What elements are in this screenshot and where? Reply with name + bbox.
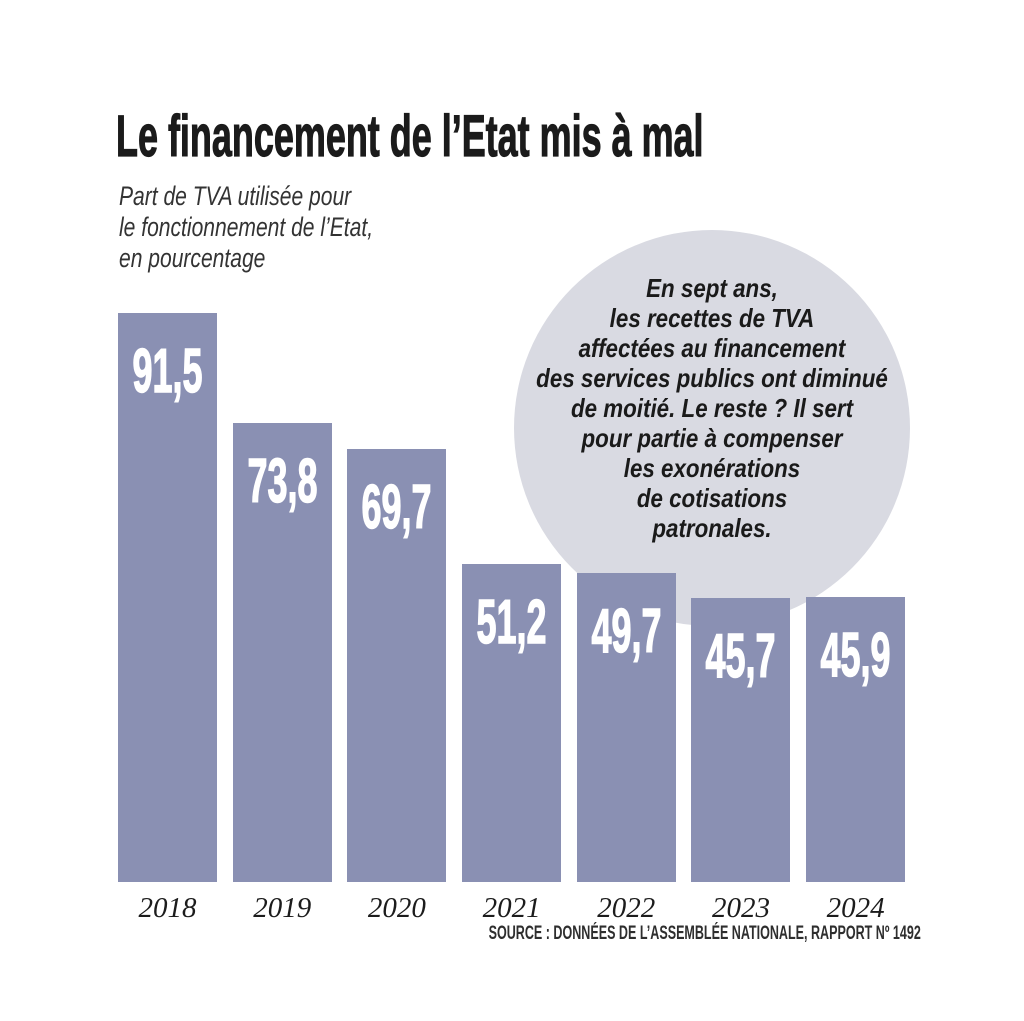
bar: 69,7 [347, 448, 447, 882]
bar-column: 45,9 2024 [806, 596, 906, 924]
chart-title: Le financement de l’Etat mis à mal [116, 103, 704, 169]
chart-subtitle: Part de TVA utilisée pour le fonctionnem… [119, 181, 374, 273]
x-axis-label: 2018 [138, 892, 197, 924]
bar-value-label: 69,7 [361, 472, 432, 543]
bar: 51,2 [462, 563, 562, 882]
annotation-bubble: En sept ans, les recettes de TVA affecté… [514, 230, 910, 626]
bar-column: 45,7 2023 [691, 597, 791, 924]
bar-column: 73,8 2019 [232, 423, 332, 924]
bar-column: 49,7 2022 [576, 572, 676, 924]
x-axis-label: 2022 [597, 892, 656, 924]
bar-chart: 91,5 2018 73,8 2019 69,7 2020 51,2 2021 49,7 2022… [118, 313, 906, 924]
x-axis-label: 2023 [711, 892, 770, 924]
x-axis-label: 2019 [253, 892, 312, 924]
bar-column: 51,2 2021 [462, 563, 562, 924]
annotation-text: En sept ans, les recettes de TVA affecté… [536, 273, 888, 543]
x-axis-label: 2021 [482, 892, 541, 924]
bar: 45,9 [806, 596, 906, 882]
bar-value-label: 49,7 [591, 596, 662, 667]
bar-column: 69,7 2020 [347, 448, 447, 924]
bar-value-label: 51,2 [476, 587, 547, 658]
bar: 73,8 [232, 423, 332, 882]
bar-value-label: 91,5 [132, 336, 203, 407]
x-axis-label: 2020 [367, 892, 426, 924]
x-axis-label: 2024 [826, 892, 885, 924]
bar-value-label: 45,7 [705, 621, 777, 692]
bar-column: 91,5 2018 [118, 313, 217, 924]
bar: 49,7 [576, 572, 676, 882]
source-note: SOURCE : DONNÉES DE L’ASSEMBLÉE NATIONAL… [488, 923, 921, 944]
bar: 45,7 [691, 597, 791, 882]
bar-value-label: 45,9 [820, 620, 891, 691]
bar-value-label: 73,8 [247, 446, 318, 517]
bar: 91,5 [118, 313, 217, 882]
